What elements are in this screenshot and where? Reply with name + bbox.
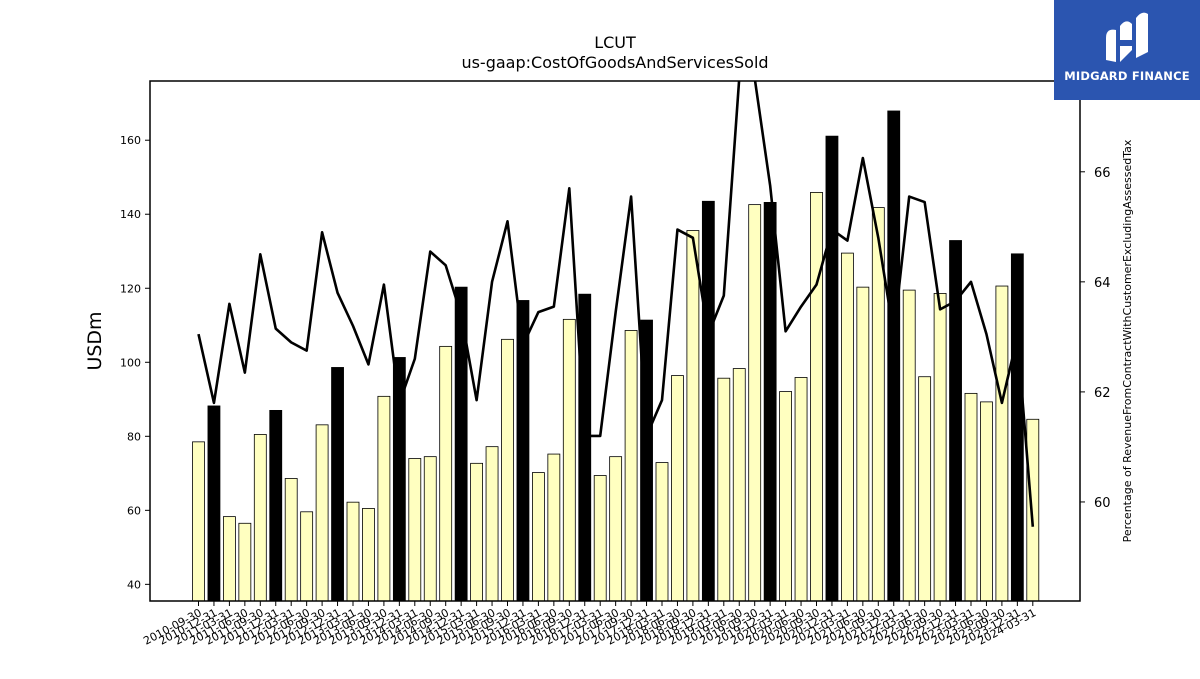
bar — [701, 200, 715, 602]
bar — [902, 289, 916, 602]
bar — [192, 441, 205, 602]
bar — [655, 462, 669, 602]
chart-subtitle: us-gaap:CostOfGoodsAndServicesSold — [461, 53, 768, 72]
bar — [331, 367, 344, 602]
bar — [918, 376, 932, 602]
bar — [532, 472, 545, 602]
bar — [856, 286, 870, 602]
bar — [794, 377, 808, 602]
bar — [238, 522, 252, 602]
bar — [423, 456, 437, 602]
bar — [964, 392, 978, 602]
y2-tick-label: 64 — [1094, 276, 1111, 291]
bar — [547, 453, 561, 602]
bar — [825, 135, 839, 602]
bar — [269, 409, 283, 602]
bar — [717, 377, 731, 602]
bar — [485, 446, 499, 602]
brand-name: MIDGARD FINANCE — [1064, 69, 1190, 83]
bar — [980, 401, 993, 602]
bar — [732, 368, 746, 602]
bar — [377, 395, 391, 602]
y-tick-label: 80 — [127, 430, 141, 443]
bar — [593, 475, 607, 602]
bar — [763, 201, 777, 602]
bar — [501, 338, 514, 602]
bar — [841, 252, 854, 602]
bar — [284, 478, 298, 602]
bar — [609, 456, 623, 602]
bar — [346, 501, 360, 602]
y-tick-label: 100 — [120, 356, 141, 369]
y2-tick-label: 62 — [1094, 386, 1111, 401]
brand-mark-icon — [1106, 12, 1148, 62]
bar — [671, 375, 684, 602]
y-tick-label: 160 — [120, 134, 141, 147]
bar — [578, 293, 592, 602]
y2-tick-label: 60 — [1094, 496, 1111, 511]
y-tick-label: 60 — [127, 504, 141, 517]
y2-axis-label: Percentage of RevenueFromContractWithCus… — [1121, 139, 1134, 542]
bar — [253, 434, 267, 602]
y-tick-label: 140 — [120, 208, 141, 221]
bar — [887, 110, 901, 602]
bar — [933, 293, 947, 602]
bar — [686, 230, 700, 602]
bar — [408, 458, 422, 602]
bar — [779, 391, 792, 602]
plot-frame — [149, 80, 1081, 602]
bar — [1026, 418, 1040, 602]
chart-title: LCUT — [594, 33, 636, 52]
bar — [439, 345, 453, 602]
brand-logo: MIDGARD FINANCE — [1054, 0, 1200, 100]
bar — [362, 508, 375, 602]
y-axis-label: USDm — [84, 311, 106, 370]
bar — [748, 204, 762, 602]
bar — [207, 405, 221, 602]
y-tick-label: 40 — [127, 578, 141, 591]
bar — [1010, 253, 1024, 602]
bar — [300, 511, 314, 602]
bar — [222, 516, 236, 602]
bar — [315, 424, 329, 602]
y-tick-label: 120 — [120, 282, 141, 295]
percentage-line — [197, 81, 1035, 527]
bar — [810, 191, 823, 602]
bar — [470, 462, 484, 602]
y2-tick-label: 66 — [1094, 166, 1111, 181]
bar — [995, 285, 1009, 602]
bar — [562, 318, 576, 602]
bar — [624, 330, 638, 602]
